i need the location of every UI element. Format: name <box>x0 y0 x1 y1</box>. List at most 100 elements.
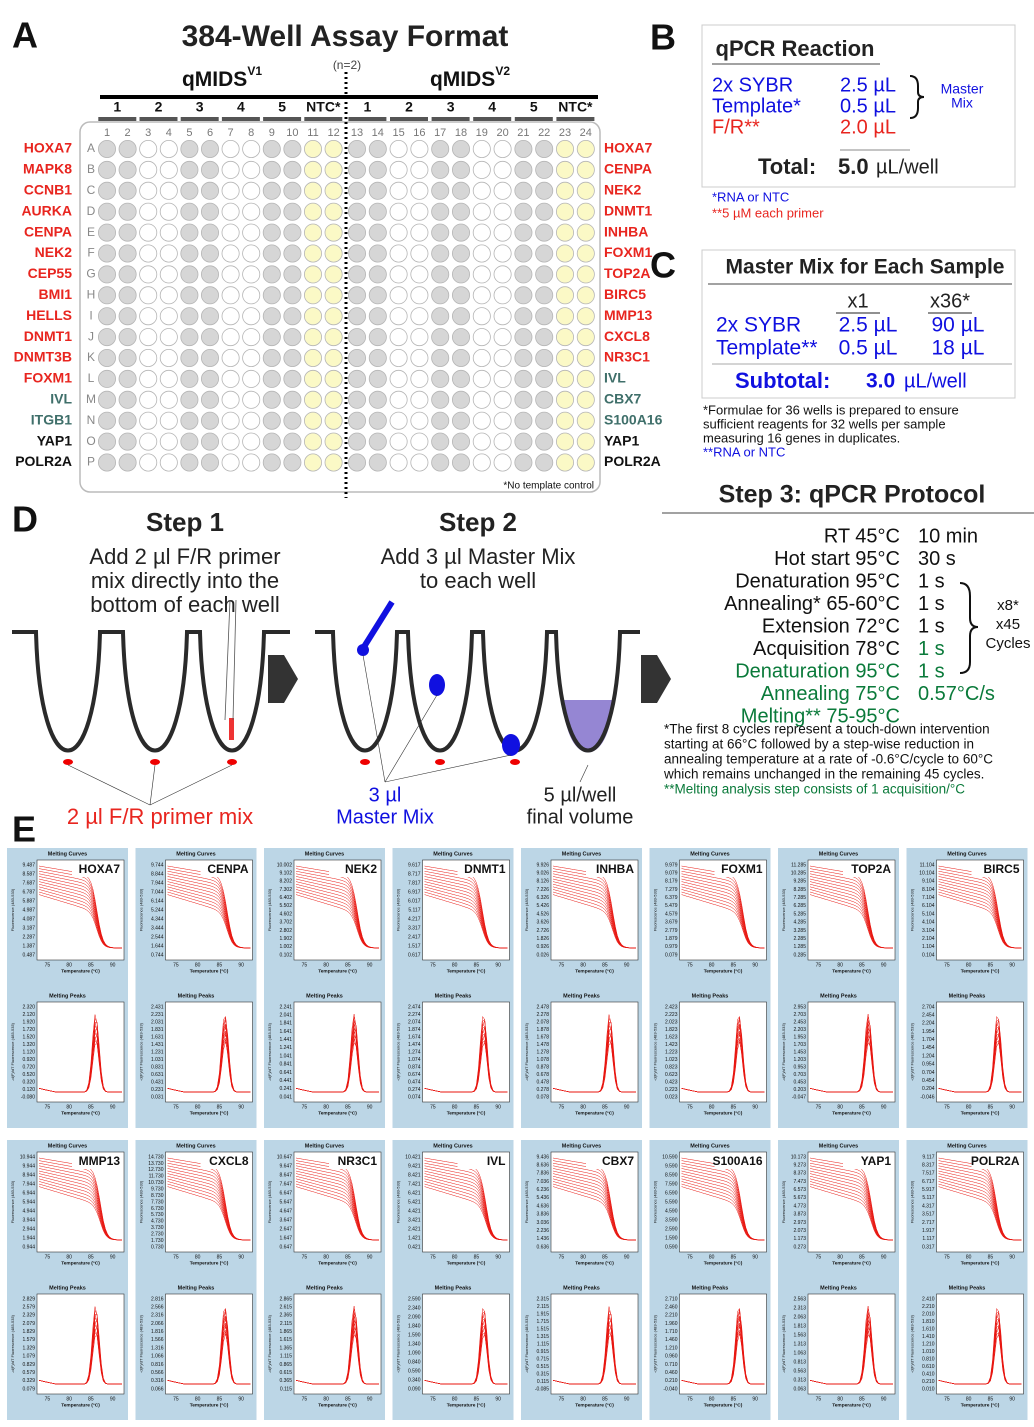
well <box>535 202 554 221</box>
mini-ytick: 0.454 <box>922 1078 935 1084</box>
mini-xlabel: Temperature (°C) <box>832 1110 871 1116</box>
mini-ytick: 0.823 <box>665 1064 678 1070</box>
c-footnote: sufficient reagents for 32 wells per sam… <box>703 416 946 431</box>
mini-ylabel: Fluorescence (483-533) <box>910 1180 915 1223</box>
well <box>556 348 575 367</box>
mini-xtick: 80 <box>837 962 843 968</box>
mini-title: Melting Peaks <box>435 1285 472 1291</box>
gene-left: CENPA <box>24 223 72 239</box>
mini-xtick: 90 <box>110 962 116 968</box>
gene-left: ITGB1 <box>31 411 72 427</box>
well <box>159 432 178 451</box>
well <box>283 432 302 451</box>
mini-ytick: 2.329 <box>22 1313 35 1319</box>
well <box>451 139 470 158</box>
mini-ytick: 9.421 <box>408 1163 421 1169</box>
mini-ytick: 1.944 <box>22 1235 35 1241</box>
mini-xtick: 80 <box>66 1254 72 1260</box>
group-label: 3 <box>447 99 455 115</box>
well <box>118 411 137 430</box>
mini-xlabel: Temperature (°C) <box>447 968 486 974</box>
well <box>283 307 302 326</box>
well <box>159 223 178 242</box>
mini-xtick: 75 <box>944 962 950 968</box>
mini-ytick: 4.317 <box>922 1203 935 1209</box>
version-label: qMIDSV2 <box>430 64 510 90</box>
mini-ytick: 1.954 <box>922 1029 935 1035</box>
mini-ytick: 1.960 <box>665 1321 678 1327</box>
column-number: 13 <box>351 127 363 139</box>
mini-ytick: 0.241 <box>279 1086 292 1092</box>
mini-ytick: 14.730 <box>148 1154 164 1160</box>
group-label: 5 <box>530 99 538 115</box>
well <box>98 139 117 158</box>
well <box>180 286 199 305</box>
mini-ytick: 1.278 <box>536 1049 549 1055</box>
mini-ytick: 10.421 <box>405 1154 421 1160</box>
melt-peak <box>552 1335 636 1385</box>
c-x36: 18 µL <box>932 337 985 360</box>
mini-ytick: 6.917 <box>408 889 421 895</box>
mini-ytick: 0.278 <box>536 1087 549 1093</box>
gene-right: CENPA <box>604 161 652 177</box>
mini-ytick: 6.647 <box>279 1190 292 1196</box>
mini-plot <box>165 1001 253 1103</box>
mini-ylabel: -d(F)/dT Fluorescence (483-533) <box>10 1314 15 1373</box>
mini-title: Melting Peaks <box>949 993 986 999</box>
mini-title: Melting Peaks <box>306 993 343 999</box>
mini-xtick: 90 <box>110 1104 116 1110</box>
gene-right: INHBA <box>604 223 648 239</box>
mini-ytick: 0.520 <box>22 1072 35 1078</box>
mini-ytick: 2.078 <box>536 1019 549 1025</box>
well <box>368 160 387 179</box>
mini-ytick: 6.236 <box>536 1187 549 1193</box>
well <box>98 348 117 367</box>
mini-ytick: 9.117 <box>922 1154 934 1160</box>
panel-label: C <box>650 245 676 286</box>
well <box>303 202 322 221</box>
mini-xtick: 85 <box>88 962 94 968</box>
column-number: 7 <box>228 127 234 139</box>
well <box>556 432 575 451</box>
mini-plot <box>679 1293 767 1395</box>
gene-right: MMP13 <box>604 307 652 323</box>
mini-xtick: 80 <box>580 1104 586 1110</box>
mini-ytick: 0.120 <box>22 1087 35 1093</box>
box-c <box>701 249 1016 399</box>
mini-xtick: 75 <box>173 1396 179 1402</box>
protocol-step: Hot start 95°C <box>774 548 900 570</box>
protocol-time: 30 s <box>918 548 956 570</box>
mini-ytick: 1.454 <box>922 1045 935 1051</box>
mini-ylabel: Fluorescence (483-533) <box>267 1180 272 1223</box>
gene-name-bg <box>200 863 251 877</box>
mini-ytick: 1.615 <box>279 1337 292 1343</box>
well <box>324 328 343 347</box>
mini-ytick: 6.590 <box>665 1190 678 1196</box>
mini-xlabel: Temperature (°C) <box>832 968 871 974</box>
plate-title: 384-Well Assay Format <box>182 20 509 53</box>
mini-ytick: 5.436 <box>536 1195 549 1201</box>
mini-plot <box>807 1293 896 1395</box>
mini-ytick: 1.090 <box>408 1350 421 1356</box>
melt-curve <box>552 1186 636 1241</box>
well <box>472 453 491 472</box>
mini-xlabel: Temperature (°C) <box>447 1110 486 1116</box>
well <box>180 160 199 179</box>
well <box>262 348 281 367</box>
mini-ytick: 0.647 <box>279 1244 292 1250</box>
mini-ytick: 0.074 <box>408 1094 421 1100</box>
mini-xtick: 80 <box>452 1396 458 1402</box>
mini-ytick: 6.717 <box>922 1179 935 1185</box>
mini-xtick: 85 <box>217 962 223 968</box>
melt-curve <box>681 894 765 949</box>
mini-ytick: 1.203 <box>793 1057 806 1063</box>
mini-ytick: 0.831 <box>151 1064 164 1070</box>
mini-ytick: 2.478 <box>536 1004 549 1010</box>
well <box>368 139 387 158</box>
mini-ytick: 5.673 <box>793 1195 806 1201</box>
mini-title: Melting Peaks <box>49 1285 86 1291</box>
mini-xtick: 85 <box>731 1396 737 1402</box>
well <box>139 432 158 451</box>
melt-peak <box>424 1041 508 1093</box>
mini-ytick: 0.102 <box>279 952 292 958</box>
